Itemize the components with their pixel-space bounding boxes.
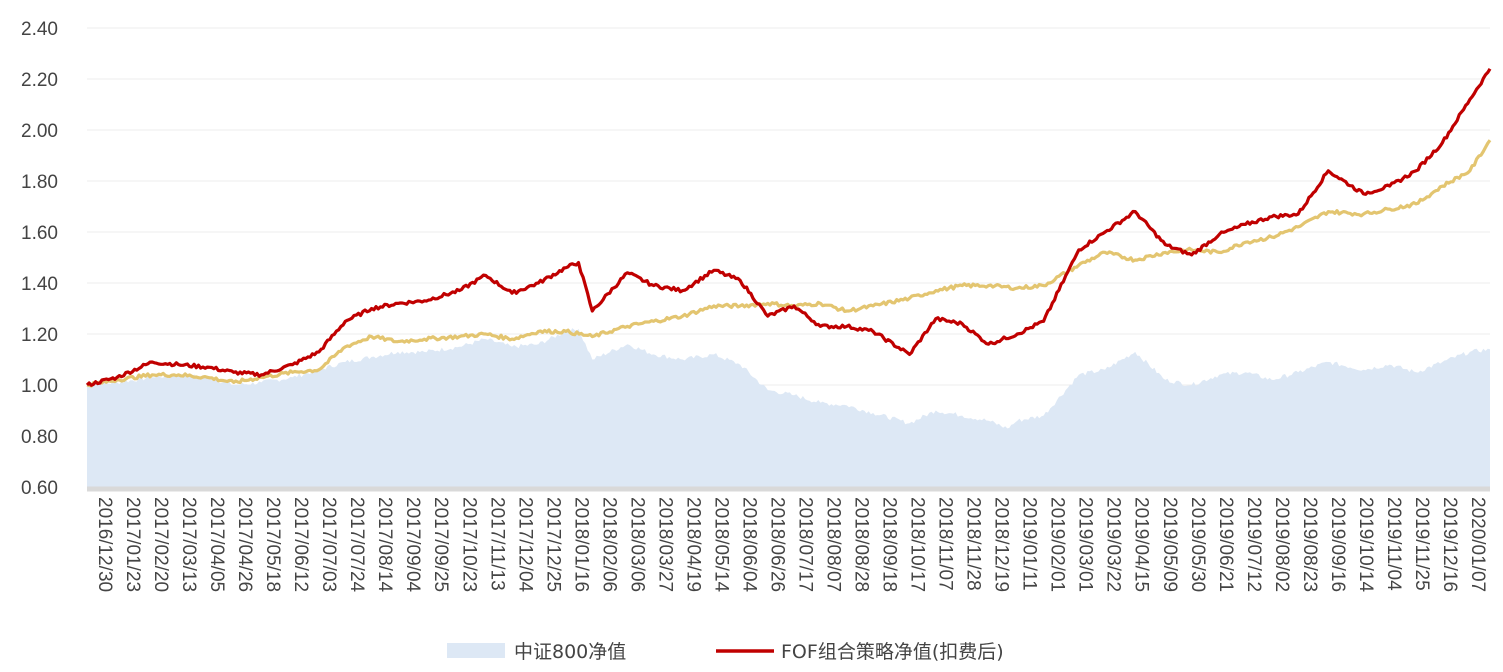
x-tick-label: 2019/04/15	[1131, 497, 1152, 592]
x-tick-label: 2019/11/25	[1411, 497, 1432, 591]
line-layer	[85, 67, 1492, 388]
x-tick-label: 2017/02/20	[150, 497, 171, 592]
x-tick-label: 2018/02/06	[598, 497, 619, 592]
y-tick-label: 0.80	[21, 427, 58, 448]
x-tick-label: 2019/03/01	[1075, 497, 1096, 592]
x-tick-label: 2019/10/14	[1355, 497, 1376, 593]
y-tick-label: 2.00	[21, 121, 58, 142]
y-tick-label: 2.20	[21, 70, 58, 91]
x-tick-label: 2018/11/07	[935, 497, 956, 591]
x-tick-label: 2017/04/26	[234, 497, 255, 592]
x-tick-label: 2018/05/14	[710, 497, 731, 593]
y-tick-label: 1.80	[21, 172, 58, 193]
x-tick-label: 2019/03/22	[1103, 497, 1124, 592]
x-tick-label: 2017/09/04	[402, 497, 423, 593]
x-tick-label: 2017/06/12	[290, 497, 311, 592]
x-tick-label: 2017/07/03	[318, 497, 339, 592]
x-tick-label: 2019/08/23	[1299, 497, 1320, 592]
y-tick-label: 0.60	[21, 478, 58, 499]
area-layer	[87, 328, 1490, 487]
x-tick-label: 2016/12/30	[94, 497, 115, 592]
x-tick-label: 2017/01/23	[122, 497, 143, 592]
series-line-1	[85, 67, 1492, 387]
legend-label-csi800: 中证800净值	[514, 641, 626, 663]
x-tick-label: 2017/12/04	[514, 497, 535, 593]
y-axis-tick-labels: 0.60 0.80 1.00 1.20 1.40 1.60 1.80 2.00 2.20 2.40	[21, 19, 58, 499]
x-tick-label: 2017/09/25	[430, 497, 451, 592]
y-tick-label: 1.00	[21, 376, 58, 397]
x-tick-label: 2017/10/23	[458, 497, 479, 592]
x-tick-label: 2020/01/07	[1467, 497, 1488, 592]
x-tick-label: 2019/07/12	[1243, 497, 1264, 592]
x-tick-label: 2019/06/21	[1215, 497, 1236, 592]
x-tick-label: 2018/03/06	[626, 497, 647, 592]
series-line-2	[86, 139, 1492, 388]
x-tick-label: 2017/11/13	[486, 497, 507, 591]
y-tick-label: 2.40	[21, 19, 58, 40]
x-tick-label: 2018/11/28	[963, 497, 984, 591]
x-tick-label: 2019/12/16	[1439, 497, 1460, 592]
x-tick-label: 2017/05/18	[262, 497, 283, 592]
x-tick-label: 2019/02/01	[1047, 497, 1068, 592]
x-tick-label: 2018/10/17	[907, 497, 928, 592]
x-tick-label: 2019/11/04	[1383, 497, 1404, 591]
legend-swatch-csi800	[447, 643, 505, 658]
x-tick-label: 2018/08/07	[823, 497, 844, 592]
y-tick-label: 1.60	[21, 223, 58, 244]
x-tick-label: 2018/03/27	[654, 497, 675, 592]
x-tick-label: 2018/07/17	[795, 497, 816, 592]
x-tick-label: 2019/08/02	[1271, 497, 1292, 592]
legend: 中证800净值 FOF组合策略净值(扣费后)	[447, 641, 1004, 663]
x-tick-label: 2018/08/28	[851, 497, 872, 592]
x-tick-label: 2018/01/16	[570, 497, 591, 592]
x-tick-label: 2018/04/19	[682, 497, 703, 592]
x-tick-label: 2017/03/13	[178, 497, 199, 592]
x-tick-label: 2018/09/18	[879, 497, 900, 592]
x-tick-label: 2017/08/14	[374, 497, 395, 593]
x-tick-label: 2019/05/09	[1159, 497, 1180, 592]
x-tick-label: 2017/07/24	[346, 497, 367, 593]
x-tick-label: 2018/06/04	[739, 497, 760, 593]
series-area-csi800	[87, 328, 1490, 487]
x-tick-label: 2019/01/11	[1019, 497, 1040, 591]
x-tick-label: 2018/12/19	[991, 497, 1012, 592]
x-axis-tick-labels: 2016/12/30 2017/01/23 2017/02/20 2017/03/13…	[94, 497, 1488, 593]
x-tick-label: 2019/09/16	[1327, 497, 1348, 592]
x-tick-label: 2018/06/26	[767, 497, 788, 592]
x-tick-label: 2017/12/25	[542, 497, 563, 592]
x-tick-label: 2017/04/05	[206, 497, 227, 592]
legend-label-fof: FOF组合策略净值(扣费后)	[781, 641, 1004, 663]
y-tick-label: 1.40	[21, 274, 58, 295]
y-tick-label: 1.20	[21, 325, 58, 346]
x-tick-label: 2019/05/30	[1187, 497, 1208, 592]
